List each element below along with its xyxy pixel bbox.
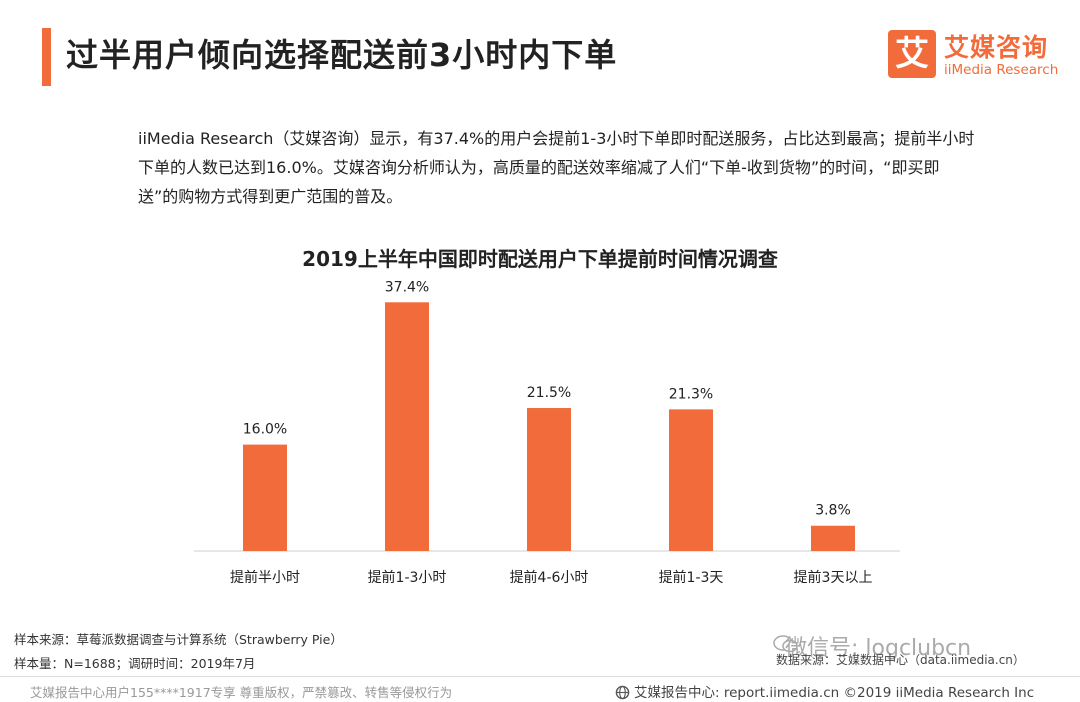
- sample-source: 样本来源：草莓派数据调查与计算系统（Strawberry Pie）: [14, 632, 343, 647]
- category-label-2: 提前1-3小时: [368, 569, 447, 586]
- data-label-5: 3.8%: [815, 503, 851, 519]
- category-label-4: 提前1-3天: [659, 569, 724, 586]
- iimedia-logo: 艾 艾媒咨询 iiMedia Research: [888, 28, 1068, 84]
- bottom-bar: 艾媒报告中心用户155****1917专享 尊重版权，严禁篡改、转售等侵权行为 …: [0, 676, 1080, 702]
- logo-english-name: iiMedia Research: [944, 62, 1059, 78]
- bar-4: [669, 409, 713, 551]
- globe-icon: [615, 685, 630, 700]
- data-label-3: 21.5%: [527, 385, 571, 401]
- bar-3: [527, 408, 571, 551]
- category-label-1: 提前半小时: [230, 569, 300, 586]
- data-label-2: 37.4%: [385, 279, 429, 295]
- title-accent-bar: [42, 28, 51, 86]
- data-label-1: 16.0%: [243, 422, 287, 438]
- category-label-3: 提前4-6小时: [510, 569, 589, 586]
- category-label-5: 提前3天以上: [794, 569, 873, 586]
- bar-1: [243, 444, 287, 551]
- logo-chinese-name: 艾媒咨询: [944, 33, 1049, 62]
- data-source: 数据来源：艾媒数据中心（data.iimedia.cn）: [776, 653, 1025, 667]
- copyright-notice: 艾媒报告中心用户155****1917专享 尊重版权，严禁篡改、转售等侵权行为: [30, 685, 453, 700]
- wechat-watermark: 微信号: logclubcn: [785, 636, 972, 661]
- report-center-text: 艾媒报告中心: report.iimedia.cn ©2019 iiMedia …: [634, 685, 1035, 701]
- wechat-icon: [773, 635, 798, 653]
- chart-title: 2019上半年中国即时配送用户下单提前时间情况调查: [302, 247, 778, 271]
- bar-2: [385, 302, 429, 551]
- summary-paragraph: iiMedia Research（艾媒咨询）显示，有37.4%的用户会提前1-3…: [138, 129, 975, 206]
- report-center-link[interactable]: 艾媒报告中心: report.iimedia.cn ©2019 iiMedia …: [615, 681, 1034, 701]
- data-label-4: 21.3%: [669, 386, 713, 402]
- page-title: 过半用户倾向选择配送前3小时内下单: [66, 36, 618, 74]
- bar-5: [811, 525, 855, 551]
- sample-size: 样本量：N=1688；调研时间：2019年7月: [14, 656, 256, 671]
- logo-mark: 艾: [888, 30, 936, 78]
